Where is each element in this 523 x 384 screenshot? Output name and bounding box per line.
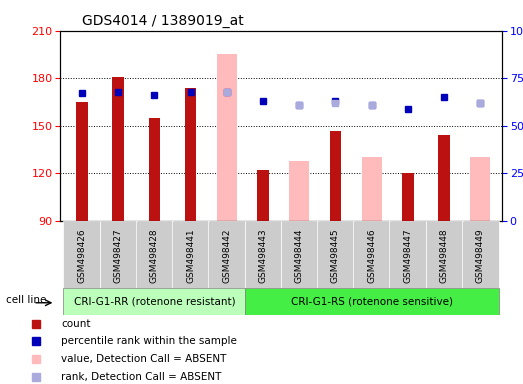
Bar xyxy=(149,118,160,221)
Bar xyxy=(426,221,462,288)
Text: GSM498441: GSM498441 xyxy=(186,229,195,283)
Bar xyxy=(63,288,245,315)
Text: GSM498445: GSM498445 xyxy=(331,229,340,283)
Bar xyxy=(438,135,450,221)
Bar xyxy=(289,161,309,221)
Text: GSM498449: GSM498449 xyxy=(476,229,485,283)
Bar xyxy=(245,288,499,315)
Bar xyxy=(390,221,426,288)
Text: CRI-G1-RR (rotenone resistant): CRI-G1-RR (rotenone resistant) xyxy=(74,296,235,306)
Bar xyxy=(63,221,100,288)
Bar xyxy=(329,131,341,221)
Bar xyxy=(281,221,317,288)
Text: GSM498427: GSM498427 xyxy=(113,229,122,283)
Text: count: count xyxy=(61,318,90,329)
Bar xyxy=(185,88,196,221)
Bar xyxy=(362,157,382,221)
Text: GSM498448: GSM498448 xyxy=(440,229,449,283)
Bar xyxy=(353,221,390,288)
Text: cell line: cell line xyxy=(6,295,47,305)
Text: GSM498444: GSM498444 xyxy=(295,229,304,283)
Bar xyxy=(257,170,269,221)
Bar xyxy=(402,173,414,221)
Bar xyxy=(208,221,245,288)
Bar xyxy=(245,221,281,288)
Text: GSM498428: GSM498428 xyxy=(150,229,159,283)
Text: GSM498426: GSM498426 xyxy=(77,229,86,283)
Text: percentile rank within the sample: percentile rank within the sample xyxy=(61,336,237,346)
Bar xyxy=(317,221,354,288)
Text: GSM498446: GSM498446 xyxy=(367,229,376,283)
Bar xyxy=(100,221,137,288)
Bar xyxy=(112,77,124,221)
Bar xyxy=(76,102,88,221)
Text: GDS4014 / 1389019_at: GDS4014 / 1389019_at xyxy=(82,14,244,28)
Bar xyxy=(136,221,173,288)
Bar xyxy=(470,157,490,221)
Text: GSM498442: GSM498442 xyxy=(222,229,231,283)
Text: value, Detection Call = ABSENT: value, Detection Call = ABSENT xyxy=(61,354,226,364)
Text: CRI-G1-RS (rotenone sensitive): CRI-G1-RS (rotenone sensitive) xyxy=(291,296,453,306)
Text: GSM498443: GSM498443 xyxy=(258,229,267,283)
Bar xyxy=(172,221,209,288)
Bar xyxy=(462,221,499,288)
Text: GSM498447: GSM498447 xyxy=(403,229,413,283)
Bar xyxy=(217,55,237,221)
Text: rank, Detection Call = ABSENT: rank, Detection Call = ABSENT xyxy=(61,372,221,382)
